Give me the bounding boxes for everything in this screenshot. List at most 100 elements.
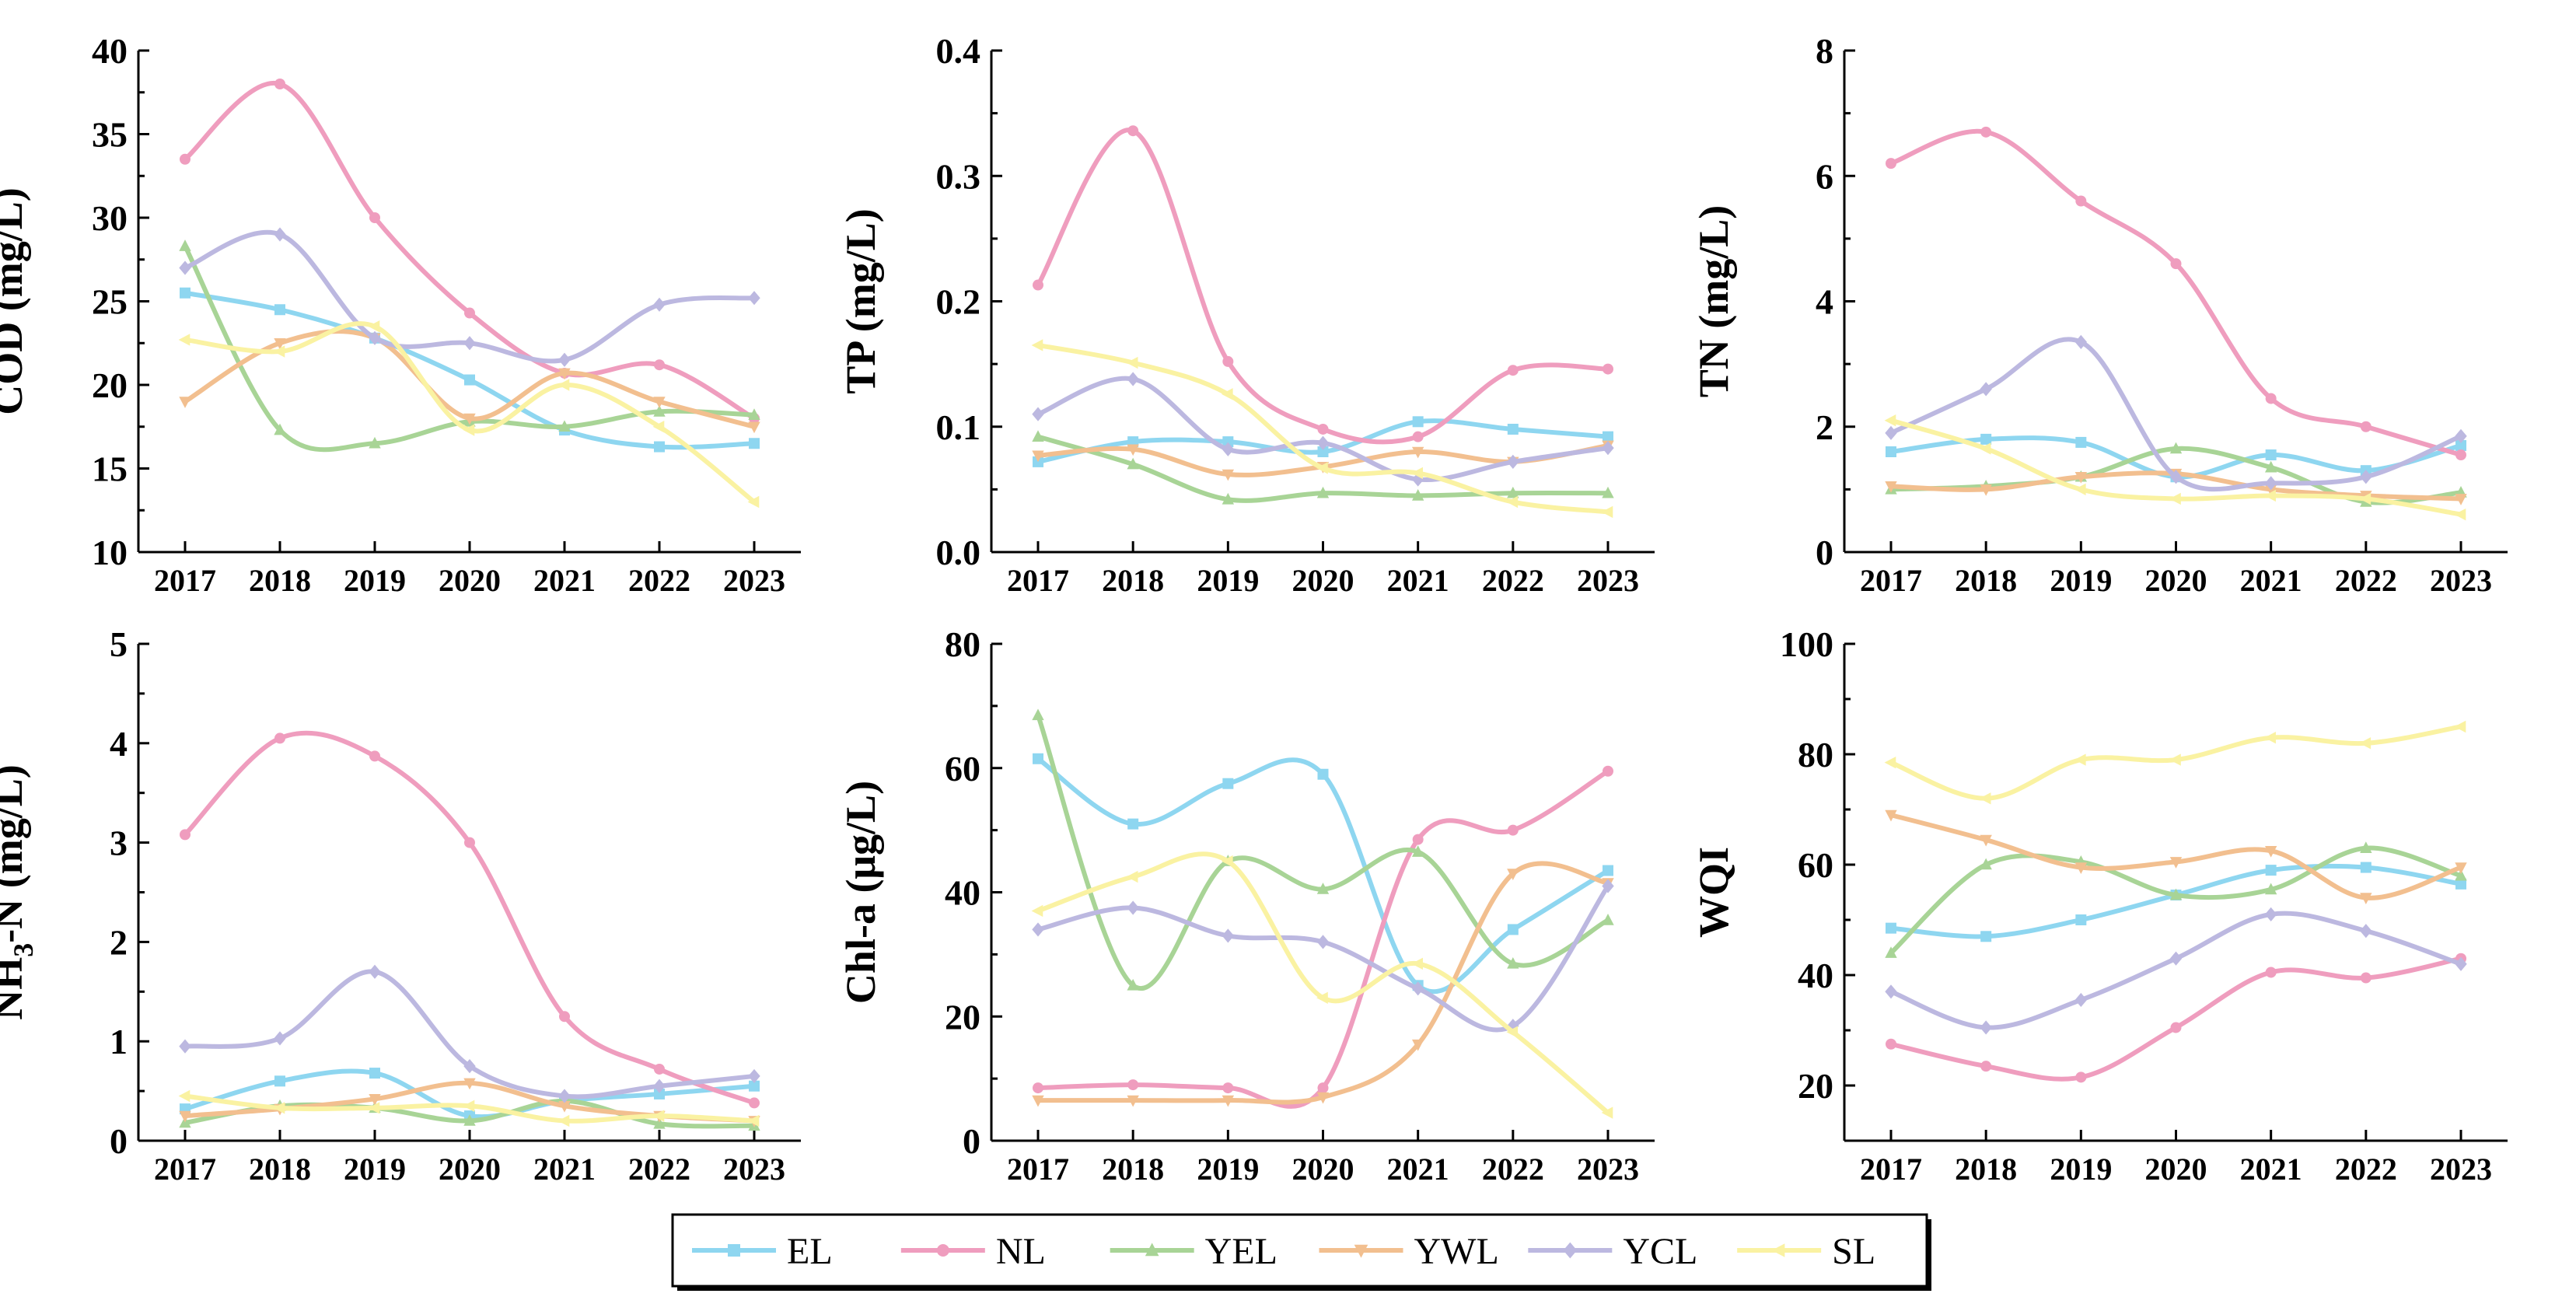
data-point-sl (463, 424, 475, 436)
legend-box (671, 1213, 1928, 1288)
data-point-ycl (1032, 922, 1044, 937)
data-point-sl (1221, 855, 1233, 868)
x-tick-label: 2020 (439, 563, 501, 598)
data-point-el (274, 304, 285, 316)
y-tick-label: 2 (110, 922, 128, 962)
data-point-ycl (1411, 981, 1424, 996)
data-point-el (274, 1075, 285, 1087)
data-point-yel (653, 405, 666, 417)
y-tick-label: 0.0 (936, 533, 981, 572)
x-tick-label: 2020 (2145, 563, 2207, 598)
data-point-ycl (1602, 441, 1614, 456)
x-tick-label: 2018 (1955, 1152, 2017, 1187)
data-point-ycl (2169, 951, 2183, 966)
data-point-ywl (1980, 834, 1992, 847)
data-point-sl (2454, 720, 2466, 733)
data-point-yel (1316, 883, 1330, 894)
data-point-ywl (653, 397, 666, 408)
data-point-el (1980, 931, 1992, 942)
x-tick-label: 2018 (1102, 1152, 1164, 1187)
data-point-ywl (369, 1094, 381, 1106)
data-point-sl (557, 379, 570, 391)
data-point-yel (1602, 486, 1614, 498)
legend-label-ycl: YCL (1623, 1231, 1697, 1272)
x-tick-label: 2023 (723, 563, 785, 598)
x-tick-label: 2017 (154, 1152, 216, 1187)
data-point-yel (653, 1117, 666, 1129)
chart-panel-3: 0 2 4 6 8 2017 2018 2019 2020 2021 2022 2023 TN (mg/… (1690, 31, 2508, 598)
y-tick-label: 35 (92, 115, 128, 155)
x-tick-label: 2021 (533, 563, 596, 598)
x-tick-label: 2022 (1482, 563, 1544, 598)
y-tick-label: 6 (1816, 156, 1833, 196)
data-point-ywl (1411, 1039, 1424, 1051)
data-point-yel (1507, 486, 1519, 498)
chart-panel-5: 0 20 40 60 80 2017 2018 2019 2020 2021 2022 2023 Chl… (837, 624, 1655, 1187)
data-point-sl (2074, 753, 2086, 766)
y-axis-label: COD (mg/L) (0, 187, 31, 414)
data-point-ywl (274, 337, 286, 350)
data-point-sl (1506, 495, 1519, 509)
x-tick-label: 2018 (249, 1152, 311, 1187)
data-point-ywl (1980, 484, 1992, 496)
data-point-nl (2360, 972, 2372, 984)
data-point-ywl (2074, 471, 2088, 484)
x-tick-label: 2019 (344, 563, 406, 598)
data-point-ycl (1316, 935, 1330, 949)
data-point-ywl (463, 413, 476, 425)
series-line-ycl (1889, 911, 2463, 1030)
x-tick-label: 2017 (154, 563, 216, 598)
data-point-ywl (2264, 845, 2277, 858)
data-point-ywl (2074, 862, 2088, 874)
data-point-nl (1507, 824, 1519, 836)
series-line-ywl (1036, 861, 1610, 1105)
legend-marker-yel (1145, 1243, 1159, 1257)
data-point-el (369, 1068, 380, 1079)
x-tick-label: 2023 (1577, 1152, 1639, 1187)
x-tick-label: 2022 (628, 563, 690, 598)
legend-label-nl: NL (996, 1231, 1046, 1272)
legend-label-sl: SL (1832, 1231, 1875, 1272)
data-point-el (1603, 865, 1613, 876)
data-point-ycl (2264, 476, 2277, 491)
x-tick-label: 2019 (2050, 563, 2112, 598)
y-tick-label: 0.4 (936, 31, 981, 71)
data-point-ywl (2455, 494, 2467, 505)
chart-panel-2: 0.0 0.1 0.2 0.3 0.4 2017 2018 2019 2020 2021 2022 2… (837, 31, 1655, 598)
data-point-sl (652, 1110, 665, 1122)
data-point-sl (2074, 483, 2086, 496)
data-point-yel (1602, 914, 1614, 925)
legend: EL NL YEL YWL YCL SL (671, 1213, 1931, 1291)
y-tick-label: 30 (92, 198, 128, 238)
data-point-ycl (1980, 382, 1992, 397)
data-point-yel (2169, 888, 2183, 900)
y-tick-label: 40 (1798, 956, 1833, 995)
data-point-el (1507, 423, 1519, 435)
data-point-yel (2264, 883, 2277, 895)
data-point-sl (1126, 870, 1138, 883)
data-point-ywl (2264, 484, 2277, 496)
x-tick-label: 2020 (1292, 563, 1354, 598)
data-point-ycl (274, 227, 286, 242)
y-axis-label: Chl-a (μg/L) (837, 781, 884, 1004)
legend-marker-el (728, 1244, 740, 1257)
x-tick-label: 2022 (1482, 1152, 1544, 1187)
data-point-nl (1127, 125, 1139, 137)
series-line-ycl (1036, 883, 1610, 1033)
data-point-nl (369, 750, 380, 762)
x-tick-label: 2023 (723, 1152, 785, 1187)
data-point-nl (1222, 1082, 1234, 1094)
data-point-sl (368, 320, 380, 333)
data-point-yel (1980, 858, 1992, 870)
data-point-nl (464, 307, 475, 319)
data-point-ywl (748, 421, 760, 434)
y-tick-label: 3 (110, 823, 128, 863)
data-point-ywl (179, 397, 191, 408)
y-tick-label: 5 (110, 624, 128, 664)
y-tick-label: 0 (963, 1121, 980, 1161)
x-tick-label: 2023 (2430, 1152, 2492, 1187)
y-tick-label: 10 (92, 533, 128, 572)
data-point-nl (2170, 258, 2182, 270)
legend-marker-sl (1771, 1243, 1785, 1257)
x-tick-label: 2018 (249, 563, 311, 598)
